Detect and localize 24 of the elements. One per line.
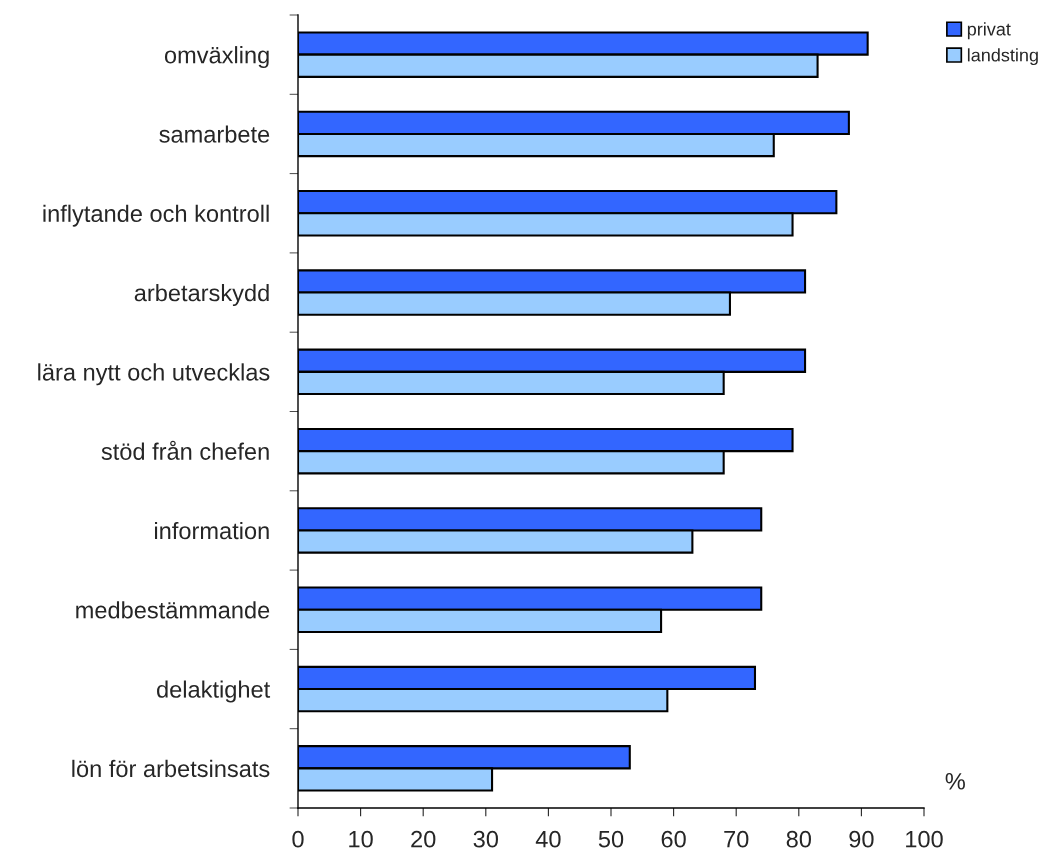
x-tick-label: 70 (724, 830, 749, 848)
x-tick-label: 40 (535, 830, 561, 848)
legend-label: landsting (967, 48, 1038, 66)
x-tick-label: 100 (906, 830, 943, 848)
y-tick-label: medbestämmande (76, 601, 270, 619)
y-tick-label: information (155, 521, 269, 540)
x-tick-label: 90 (849, 830, 874, 848)
x-tick-label: 0 (292, 830, 304, 848)
y-tick-label: samarbete (159, 125, 270, 143)
y-tick-label: arbetarskydd (134, 283, 269, 306)
x-axis-title: % (945, 773, 965, 790)
y-tick-label: stöd från chefen (101, 440, 269, 460)
legend-label: privat (967, 22, 1011, 40)
x-tick-label: 20 (411, 830, 436, 848)
x-tick-label: 30 (473, 830, 499, 848)
y-tick-label: delaktighet (157, 680, 271, 703)
x-tick-label: 60 (661, 830, 686, 848)
y-tick-label: omväxling (164, 46, 269, 69)
y-tick-label: lära nytt och utvecklas (38, 363, 270, 386)
x-tick-label: 80 (786, 830, 812, 848)
x-tick-label: 10 (349, 830, 373, 848)
y-tick-label: lön för arbetsinsats (72, 759, 270, 778)
y-tick-label: inflytande och kontroll (43, 204, 269, 227)
x-tick-label: 50 (598, 830, 624, 848)
